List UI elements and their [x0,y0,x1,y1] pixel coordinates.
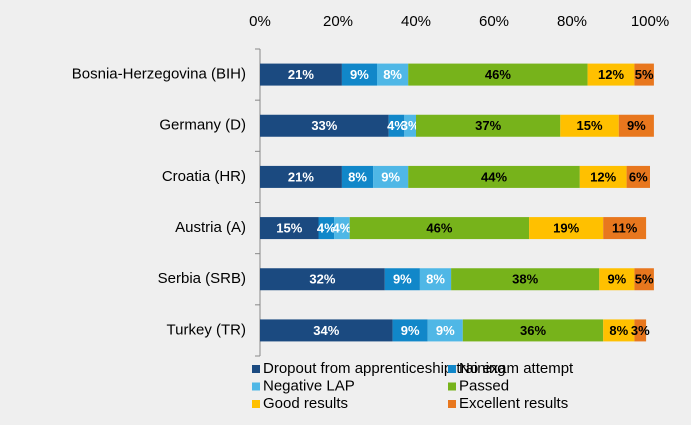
bar-segment [603,217,647,240]
bar-segment [377,63,409,86]
bar-segment [373,165,409,188]
data-label: 4% [317,221,336,236]
bar-segment [260,217,319,240]
data-label: 3% [401,118,420,133]
data-label: 5% [635,67,654,82]
data-label: 8% [426,272,445,287]
data-label: 12% [590,169,616,184]
x-tick-label: 20% [323,13,353,30]
bar-segment [260,319,393,342]
bar-segment [392,319,428,342]
bar-segment [416,114,561,137]
data-label: 36% [520,323,546,338]
bar-segment [599,268,635,291]
data-label: 32% [309,272,335,287]
x-tick-label: 100% [631,13,669,30]
data-label: 9% [401,323,420,338]
bar-segment [579,165,627,188]
bar-segment [634,268,654,291]
data-label: 37% [475,118,501,133]
data-label: 33% [311,118,337,133]
bar-segment [260,63,342,86]
data-label: 3% [631,323,650,338]
bar-segment [260,268,385,291]
data-label: 11% [612,221,638,236]
bar-segment [587,63,635,86]
data-label: 9% [436,323,455,338]
data-label: 8% [609,323,628,338]
data-label: 9% [607,272,626,287]
bar-segment [318,217,335,240]
legend-swatch [252,365,260,373]
bar-segment [334,217,350,240]
data-label: 9% [627,118,646,133]
y-tick-label: Germany (D) [159,117,246,134]
x-tick-label: 40% [401,13,431,30]
legend-label: Good results [263,395,348,412]
bar-segment [451,268,600,291]
data-label: 15% [276,221,302,236]
bar-segment [404,114,416,137]
bar-segment [260,114,389,137]
data-label: 8% [348,169,367,184]
bar-segment [408,165,580,188]
data-label: 9% [350,67,369,82]
data-label: 21% [288,169,314,184]
bar-segment [388,114,405,137]
bar-segment [529,217,604,240]
bar-segment [634,63,654,86]
data-label: 9% [381,169,400,184]
legend-label: Negative LAP [263,377,355,394]
data-label: 19% [553,221,579,236]
data-label: 44% [481,169,507,184]
x-tick-label: 80% [557,13,587,30]
y-tick-label: Austria (A) [175,219,246,236]
legend-label: Excellent results [459,395,568,412]
data-label: 4% [387,118,406,133]
data-label: 12% [598,67,624,82]
y-tick-label: Serbia (SRB) [158,270,246,287]
bar-segment [603,319,635,342]
y-tick-label: Turkey (TR) [167,321,246,338]
data-label: 8% [383,67,402,82]
bar-segment [419,268,452,291]
legend-label: Dropout from apprenticeship training [263,360,506,377]
bar-segment [384,268,420,291]
legend-label: No exam attempt [459,360,574,377]
data-label: 21% [288,67,314,82]
bar-segment [427,319,463,342]
bar-segment [618,114,654,137]
legend-swatch [252,382,260,391]
data-label: 34% [313,323,339,338]
bar-segment [462,319,604,342]
legend-swatch [252,400,260,408]
data-label: 6% [629,169,648,184]
data-label: 46% [485,67,511,82]
bar-segment [260,165,342,188]
x-tick-label: 0% [249,13,271,30]
bar-segment [349,217,530,240]
data-label: 9% [393,272,412,287]
legend-swatch [448,365,456,373]
x-tick-label: 60% [479,13,509,30]
data-label: 46% [426,221,452,236]
legend-swatch [448,400,456,408]
bar-segment [560,114,619,137]
bar-segment [408,63,588,86]
data-label: 5% [635,272,654,287]
data-label: 4% [333,221,352,236]
bar-segment [626,165,650,188]
legend-swatch [448,382,456,391]
bar-segment [341,63,377,86]
legend-label: Passed [459,377,509,394]
y-tick-label: Bosnia-Herzegovina (BIH) [72,66,246,83]
data-label: 38% [512,272,538,287]
y-tick-label: Croatia (HR) [162,168,246,185]
bar-segment [634,319,647,342]
data-label: 15% [577,118,603,133]
bar-segment [341,165,374,188]
